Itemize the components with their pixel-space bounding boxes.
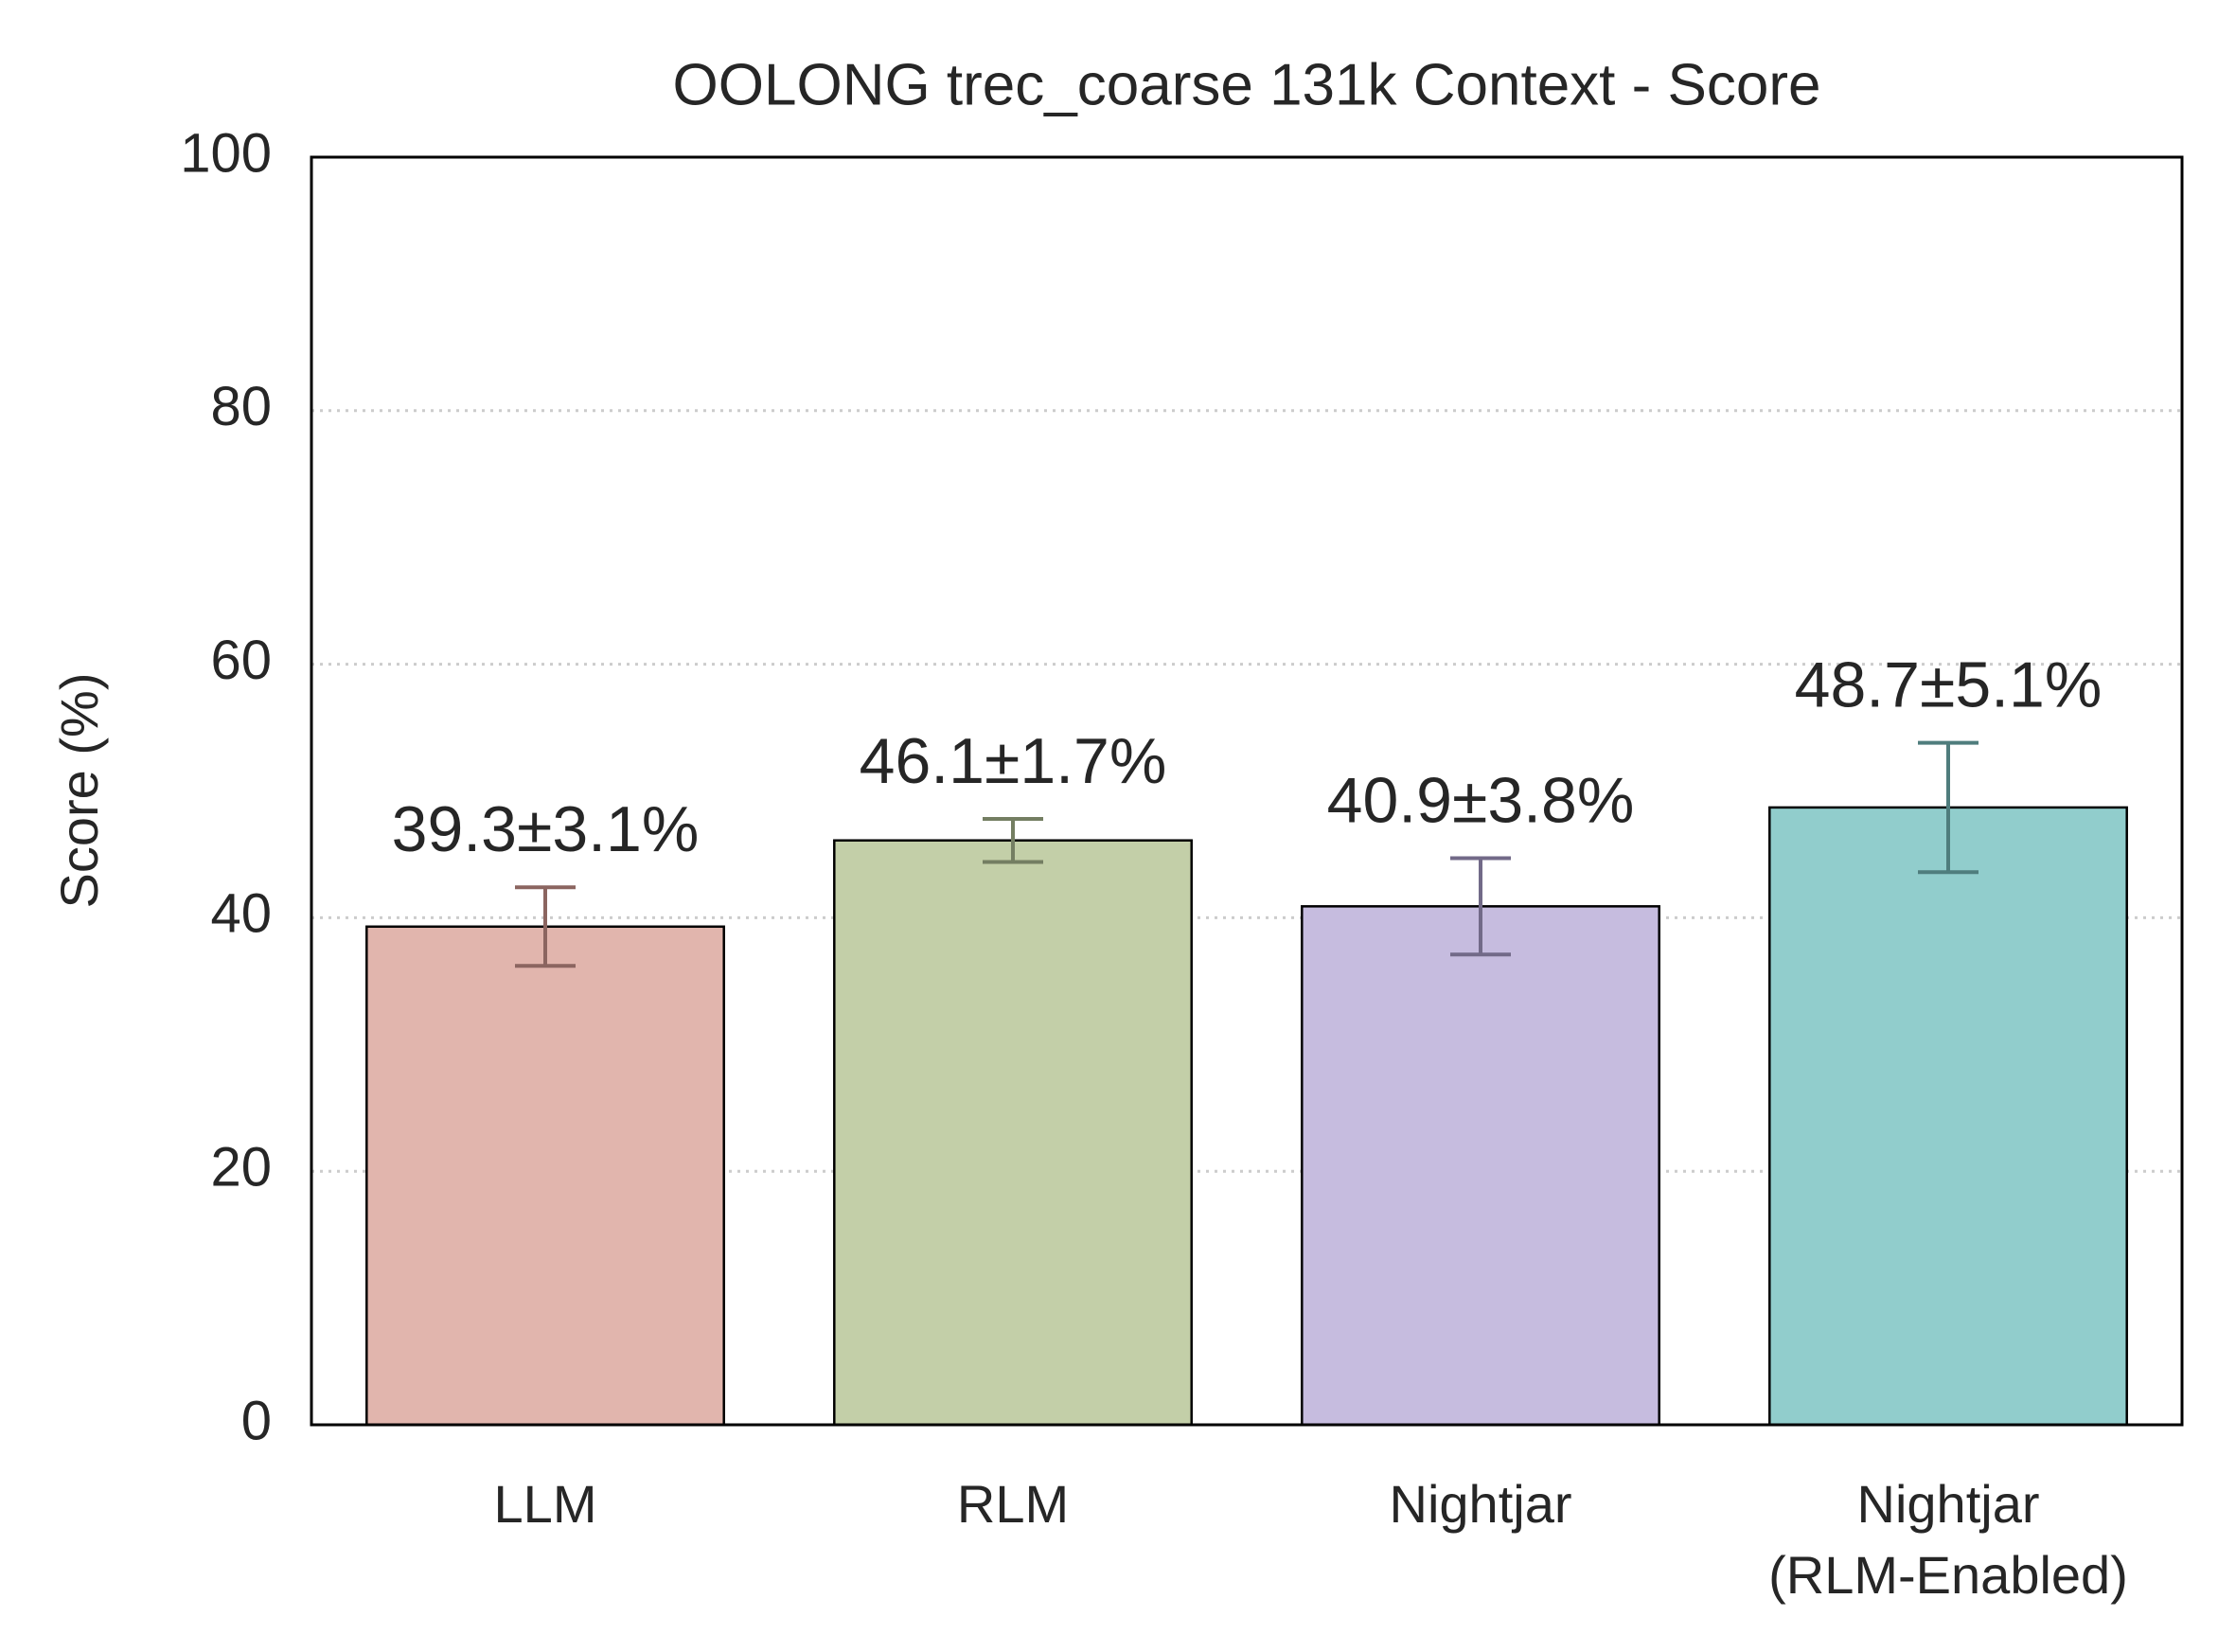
bar (1301, 905, 1660, 1427)
chart-title: OOLONG trec_coarse 131k Context - Score (673, 52, 1821, 117)
y-tick-label: 80 (210, 376, 272, 437)
bar (1768, 806, 2128, 1427)
x-tick-label: Nightjar (RLM-Enabled) (1768, 1474, 2128, 1605)
y-tick-label: 20 (210, 1137, 272, 1199)
value-label: 48.7±5.1% (1795, 649, 2103, 721)
y-tick-label: 100 (180, 122, 272, 184)
value-label: 40.9±3.8% (1327, 764, 1635, 836)
x-tick-label: LLM (494, 1474, 597, 1534)
value-label: 39.3±3.1% (392, 793, 700, 865)
y-tick-label: 0 (241, 1390, 272, 1451)
y-axis-label: Score (%) (49, 673, 109, 909)
value-label: 46.1±1.7% (860, 725, 1167, 797)
x-tick-label: RLM (957, 1474, 1069, 1534)
y-tick-label: 40 (210, 883, 272, 945)
y-tick-label: 60 (210, 630, 272, 691)
plot-frame (310, 155, 2184, 1427)
bar (833, 839, 1193, 1427)
bar (365, 925, 725, 1427)
x-tick-label: Nightjar (1390, 1474, 1572, 1534)
